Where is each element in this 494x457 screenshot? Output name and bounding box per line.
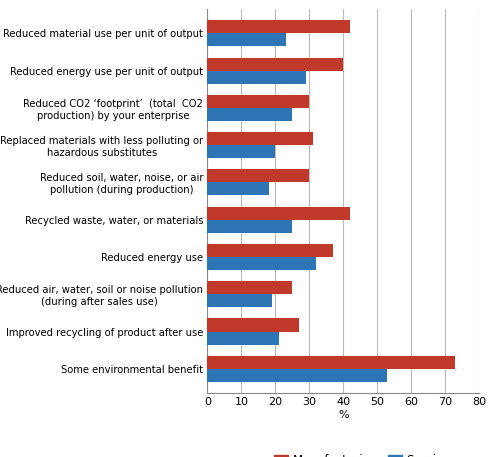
Bar xyxy=(207,294,272,307)
Bar xyxy=(207,145,276,158)
Legend: Manufacturing, Services: Manufacturing, Services xyxy=(269,449,461,457)
Bar xyxy=(207,244,333,257)
Bar xyxy=(207,58,343,71)
Bar xyxy=(207,281,292,294)
Bar xyxy=(207,108,292,121)
Bar xyxy=(207,33,286,47)
Bar xyxy=(207,95,309,108)
Bar xyxy=(207,220,292,233)
Bar xyxy=(207,369,387,382)
Bar xyxy=(207,331,279,345)
Bar xyxy=(207,132,313,145)
Bar xyxy=(207,257,316,270)
Bar xyxy=(207,182,269,196)
Bar xyxy=(207,356,455,369)
Bar xyxy=(207,71,306,84)
X-axis label: %: % xyxy=(338,410,349,420)
Bar xyxy=(207,319,299,331)
Bar xyxy=(207,170,309,182)
Bar xyxy=(207,207,350,220)
Bar xyxy=(207,20,350,33)
